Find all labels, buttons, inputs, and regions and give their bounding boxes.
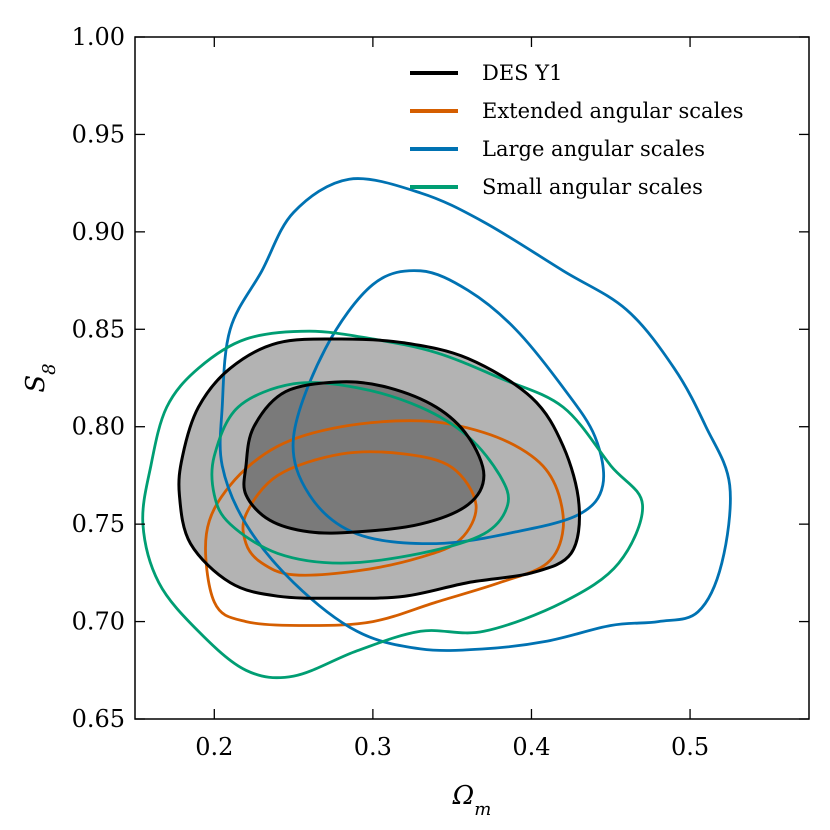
plot-frame [134,36,810,720]
x-tick-label: 0.2 [195,733,233,761]
y-tick-label: 0.90 [72,218,125,246]
y-tick-label: 0.75 [72,510,125,538]
x-tick-label: 0.5 [671,733,709,761]
y-tick-label: 0.70 [72,608,125,636]
contour-fill-inner-series-0 [243,381,484,534]
contour-layer [141,177,732,680]
contour-line-outer-series-1 [204,419,565,627]
legend-label-small: Small angular scales [482,175,703,199]
legend-label-large: Large angular scales [482,137,705,161]
y-tick-label: 0.85 [72,315,125,343]
contour-line-outer-series-3 [141,329,644,680]
x-axis-label: Ωm [452,781,492,820]
y-tick-label: 0.65 [72,705,125,733]
contour-line-inner-series-2 [291,269,606,546]
contour-line-outer-series-2 [218,177,732,652]
legend-label-des-y1: DES Y1 [482,61,562,85]
legend-label-extended: Extended angular scales [482,99,744,123]
tick-label-layer: 0.2 0.3 0.4 0.5 0.65 0.70 0.75 0.80 0.85 0.90 0.95… [72,23,710,761]
y-axis-label: S8 [21,363,60,392]
x-tick-label: 0.3 [354,733,392,761]
y-tick-label: 0.80 [72,413,125,441]
contour-line-outer-series-0 [177,337,581,600]
y-tick-label: 0.95 [72,120,125,148]
contour-line-inner-series-0 [242,380,486,535]
y-tick-label: 1.00 [72,23,125,51]
x-tick-label: 0.4 [512,733,550,761]
contour-line-inner-series-1 [241,450,478,577]
legend: DES Y1 Extended angular scales Large ang… [410,61,744,199]
tick-layer [135,36,809,720]
